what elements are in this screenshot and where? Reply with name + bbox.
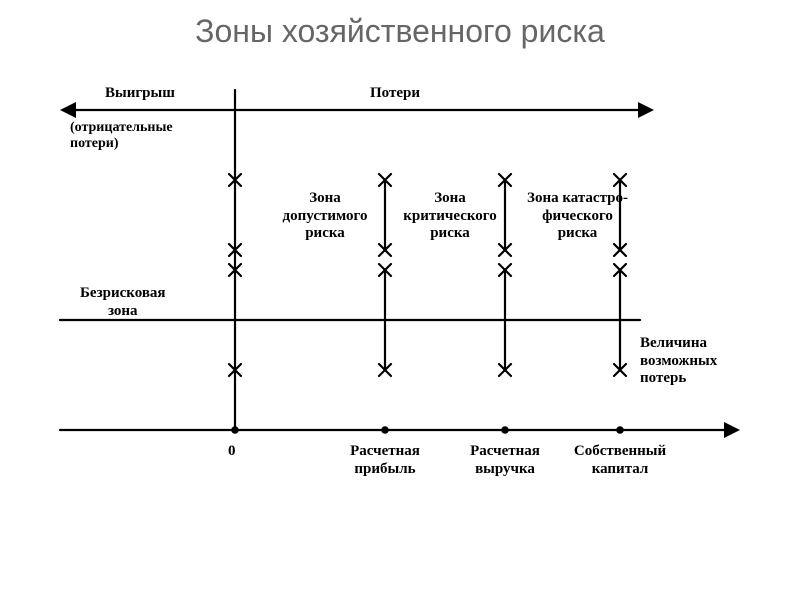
label-magnitude: Величина возможных потерь — [640, 335, 717, 387]
label-gain: Выигрыш — [105, 85, 175, 102]
label-zone2: Зона критического риска — [395, 190, 505, 242]
label-riskfree: Безрисковая зона — [80, 285, 166, 320]
label-x1: Расчетная прибыль — [335, 443, 435, 478]
label-zone1: Зона допустимого риска — [265, 190, 385, 242]
label-gain-sub: (отрицательные потери) — [70, 120, 173, 152]
label-zone3: Зона катастро- фического риска — [510, 190, 645, 242]
label-x3: Собственный капитал — [565, 443, 675, 478]
label-zero: 0 — [228, 443, 236, 460]
page-title: Зоны хозяйственного риска — [0, 12, 800, 50]
label-x2: Расчетная выручка — [455, 443, 555, 478]
label-loss: Потери — [370, 85, 420, 102]
risk-zones-diagram: Выигрыш (отрицательные потери) Потери Зо… — [0, 50, 800, 530]
